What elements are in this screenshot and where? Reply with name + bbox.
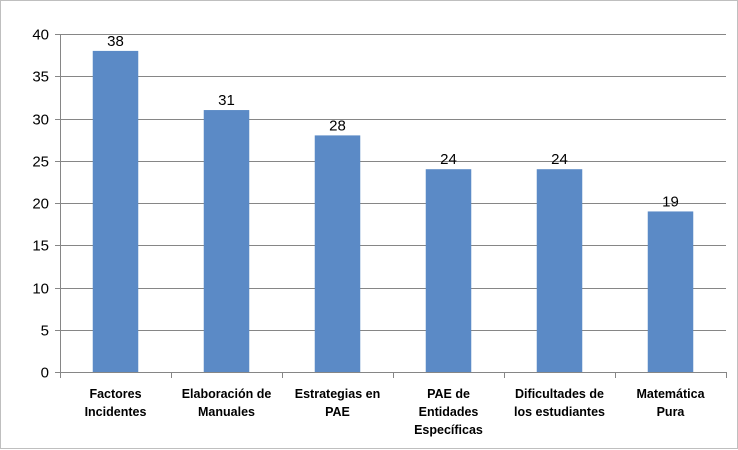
category-label-6-line-2: Pura xyxy=(657,405,686,419)
category-label-3: Estrategias en PAE xyxy=(295,387,380,419)
y-tick-label-25: 25 xyxy=(32,154,49,171)
category-label-2-line-1: Elaboración de xyxy=(182,387,272,401)
data-label-6: 19 xyxy=(662,193,679,210)
category-label-5-line-1: Dificultades de xyxy=(515,387,604,401)
category-label-1-line-2: Incidentes xyxy=(85,405,147,419)
gridlines xyxy=(60,34,726,331)
data-label-3: 28 xyxy=(329,117,346,134)
category-label-3-line-2: PAE xyxy=(325,405,350,419)
data-label-5: 24 xyxy=(551,151,568,168)
y-tick-label-35: 35 xyxy=(32,69,49,86)
category-label-5-line-2: los estudiantes xyxy=(514,405,605,419)
category-label-3-line-1: Estrategias en xyxy=(295,387,380,401)
y-tick-label-0: 0 xyxy=(41,365,49,382)
y-tick-label-15: 15 xyxy=(32,238,49,255)
category-label-4-line-1: PAE de xyxy=(427,387,470,401)
bars xyxy=(92,50,694,373)
y-tick-label-30: 30 xyxy=(32,112,49,129)
y-tick-label-40: 40 xyxy=(32,27,49,44)
category-label-4-line-3: Específicas xyxy=(414,423,483,437)
category-label-4: PAE de Entidades Específicas xyxy=(414,387,483,437)
data-label-1: 38 xyxy=(107,33,124,50)
category-label-2: Elaboración de Manuales xyxy=(182,387,272,419)
data-label-4: 24 xyxy=(440,151,457,168)
bar-5 xyxy=(536,169,583,372)
y-tick-label-20: 20 xyxy=(32,196,49,213)
y-tick-label-10: 10 xyxy=(32,281,49,298)
axes xyxy=(55,34,727,378)
bar-1 xyxy=(92,50,139,373)
bar-2 xyxy=(203,110,250,373)
category-label-6: Matemática Pura xyxy=(636,387,705,419)
y-tick-label-5: 5 xyxy=(41,323,49,340)
category-label-1-line-1: Factores xyxy=(89,387,141,401)
bar-4 xyxy=(425,169,472,372)
category-label-2-line-2: Manuales xyxy=(198,405,255,419)
bar-6 xyxy=(647,211,694,372)
category-label-5: Dificultades de los estudiantes xyxy=(514,387,605,419)
category-label-1: Factores Incidentes xyxy=(85,387,147,419)
bar-3 xyxy=(314,135,361,372)
labels: 0 5 10 15 20 25 30 35 40 38 Factores Incidentes 31 El… xyxy=(32,27,705,438)
category-label-6-line-1: Matemática xyxy=(636,387,705,401)
data-label-2: 31 xyxy=(218,92,235,109)
category-label-4-line-2: Entidades xyxy=(419,405,479,419)
